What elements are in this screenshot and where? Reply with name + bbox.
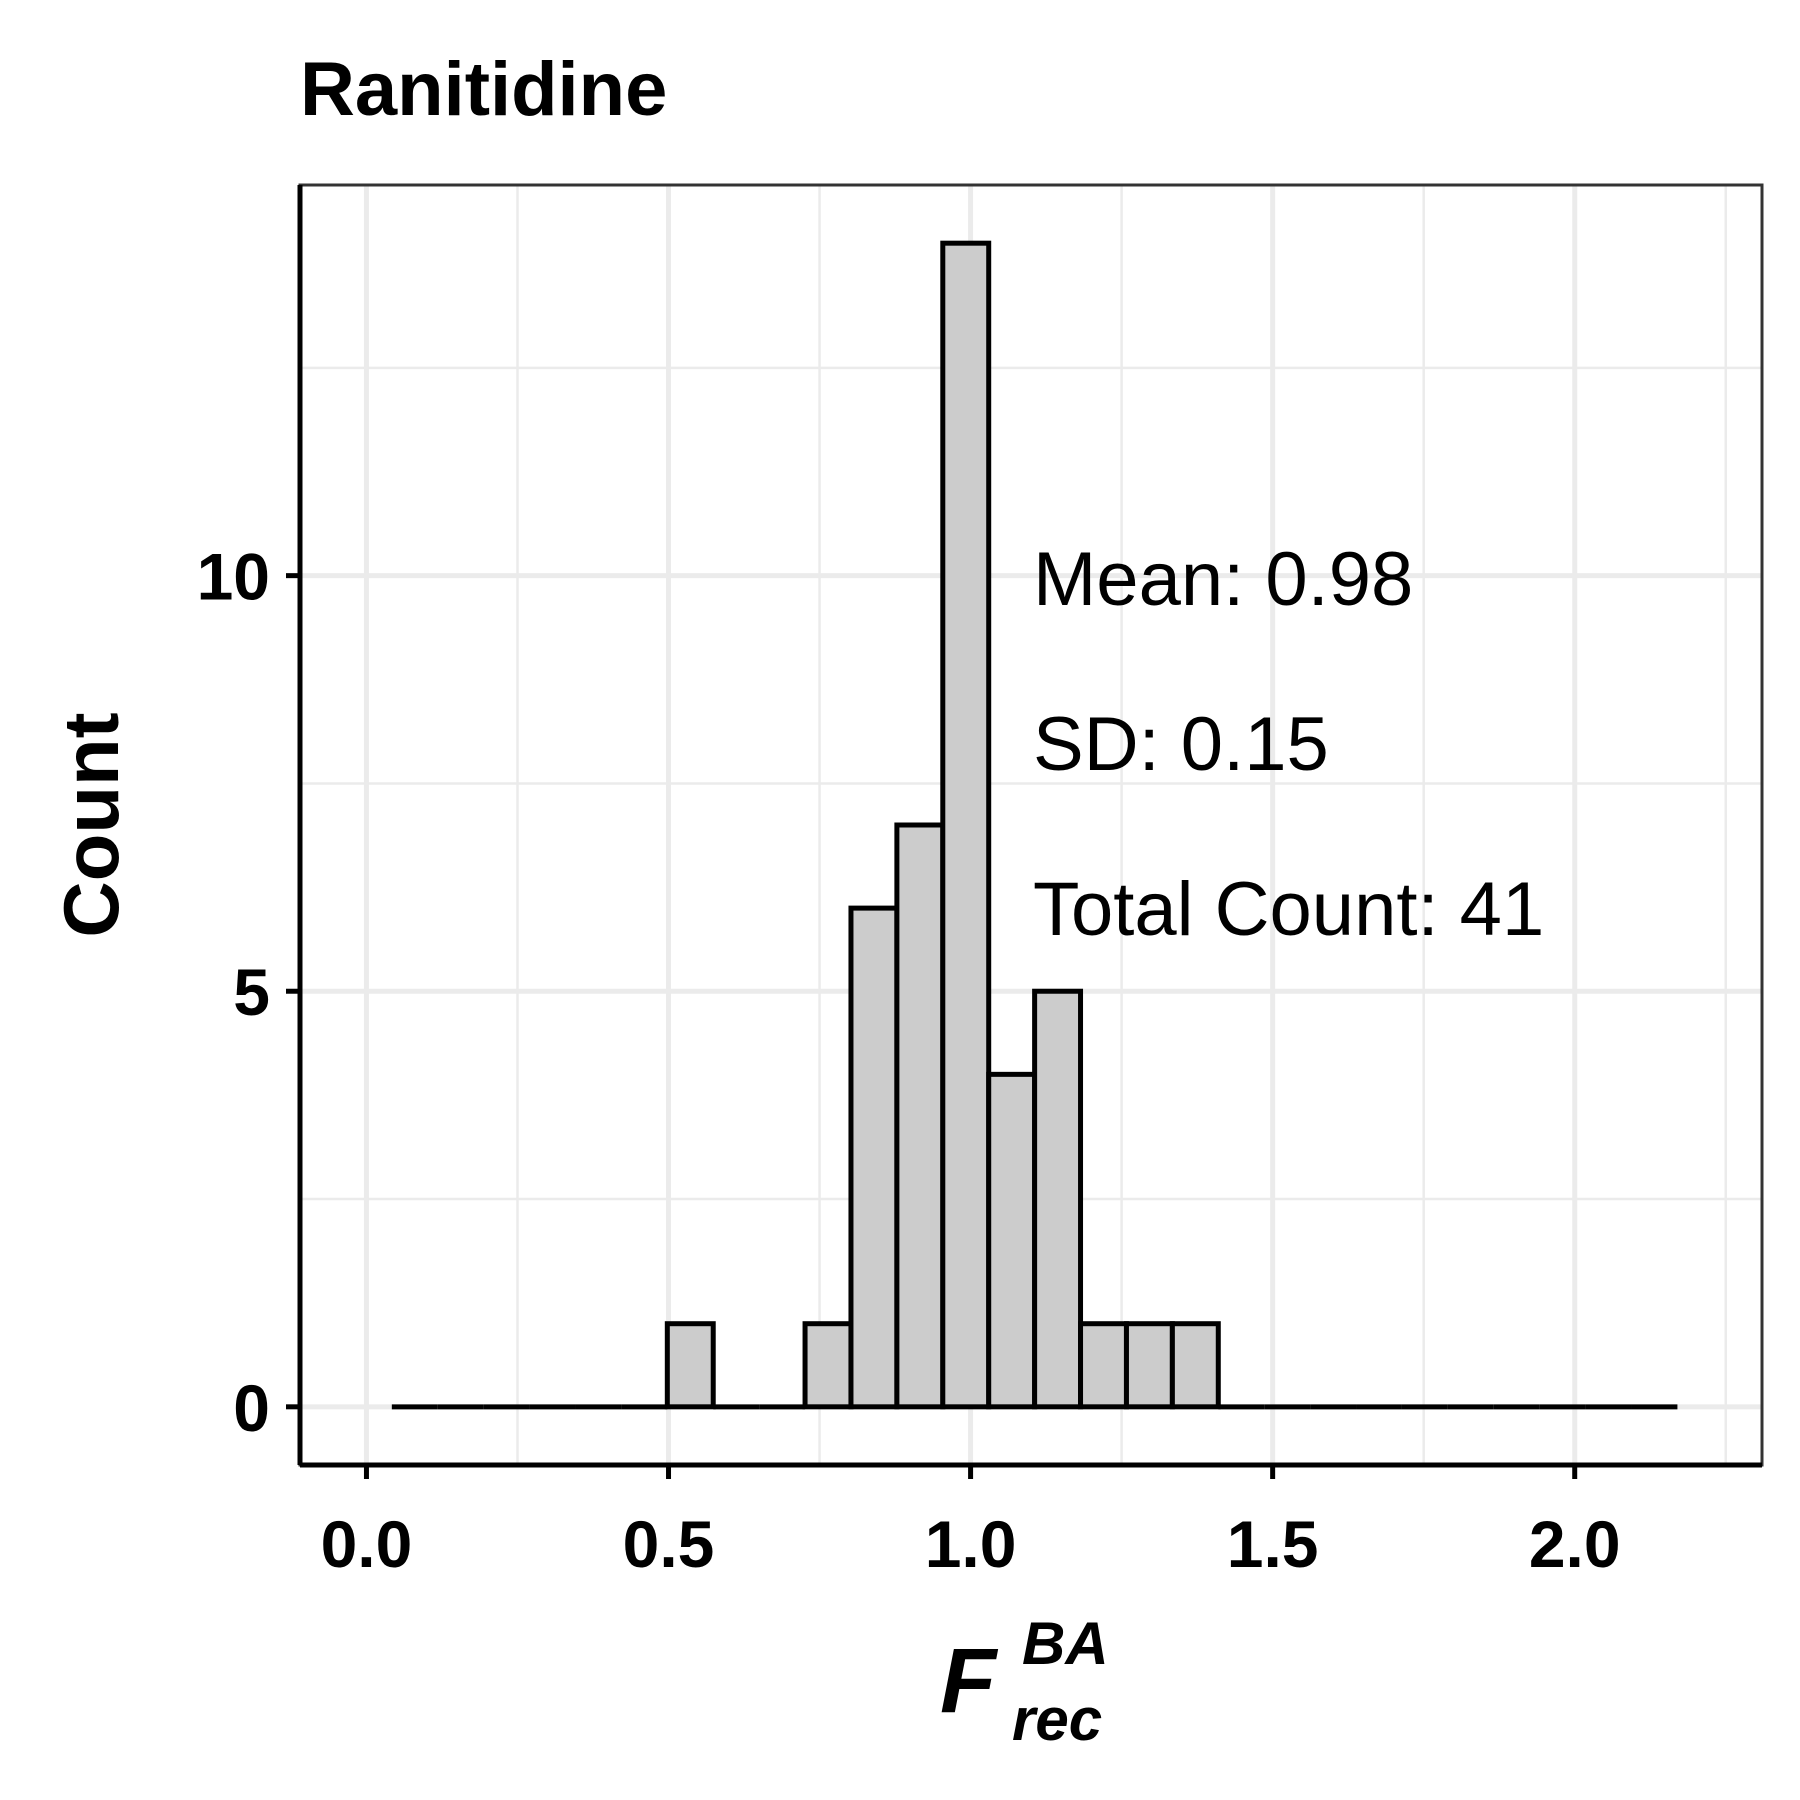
chart-title: Ranitidine	[300, 47, 667, 132]
axis-ticks: 0.0 0.5 1.0 1.5 2.0 0 5 10	[197, 540, 1621, 1581]
histogram-bar	[1078, 1321, 1129, 1410]
histogram-bar	[664, 1321, 716, 1410]
x-tick-label: 2.0	[1529, 1507, 1621, 1581]
histogram-bar	[940, 240, 992, 1410]
x-axis-symbol: F	[940, 1630, 999, 1732]
y-tick-label: 5	[233, 955, 270, 1029]
x-tick-label: 1.0	[925, 1507, 1017, 1581]
total-count-annotation: Total Count: 41	[1033, 867, 1544, 952]
x-tick-label: 1.5	[1227, 1507, 1319, 1581]
histogram-bar	[802, 1321, 854, 1410]
histogram-bar	[1032, 988, 1084, 1410]
mean-annotation: Mean: 0.98	[1033, 537, 1413, 622]
x-axis-subscript: rec	[1012, 1686, 1102, 1753]
histogram-bar	[986, 1071, 1038, 1410]
x-tick-label: 0.5	[623, 1507, 715, 1581]
y-tick-label: 10	[197, 540, 270, 614]
x-axis-title: F BA rec	[940, 1610, 1109, 1753]
sd-annotation: SD: 0.15	[1033, 702, 1329, 787]
x-tick-label: 0.0	[321, 1507, 413, 1581]
y-tick-label: 0	[233, 1371, 270, 1445]
y-axis-title: Count	[47, 712, 135, 937]
histogram-bars	[391, 240, 1678, 1410]
histogram-bar	[1123, 1321, 1175, 1410]
histogram-bar	[848, 905, 900, 1410]
histogram-bar	[894, 822, 946, 1410]
histogram-bar	[1169, 1321, 1221, 1410]
x-axis-superscript: BA	[1022, 1610, 1109, 1677]
